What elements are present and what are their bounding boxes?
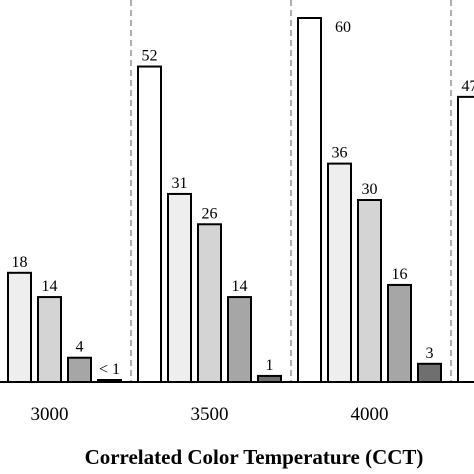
bar-value-label: 30 — [362, 181, 378, 198]
x-tick-label: 4000 — [351, 404, 389, 425]
bar-value-label: 16 — [392, 266, 408, 283]
bars-layer: 18 14 4 < 1 52 31 26 14 1 60 36 30 16 3 47 — [7, 17, 474, 384]
bar-value-label: 60 — [335, 19, 351, 36]
bar-value-label: 47 — [462, 78, 474, 95]
bar-value-label: 36 — [332, 145, 348, 162]
bar — [357, 199, 382, 383]
bar — [227, 296, 252, 384]
x-tick-label: 3000 — [31, 404, 69, 425]
bar — [37, 296, 62, 384]
bar — [167, 192, 192, 383]
bar-value-label: 1 — [266, 357, 274, 374]
bar-value-label: < 1 — [99, 361, 120, 378]
x-tick-labels: 3000 3500 4000 — [31, 404, 389, 425]
bar-value-label: 14 — [42, 278, 58, 295]
bar — [327, 162, 352, 383]
bar-value-label: 3 — [426, 345, 434, 362]
bar — [457, 95, 474, 383]
bar — [137, 65, 162, 384]
group-separators — [130, 0, 452, 382]
bar-value-label: 52 — [142, 48, 158, 65]
x-axis-title: Correlated Color Temperature (CCT) — [85, 445, 424, 469]
bar — [7, 271, 32, 383]
bar-value-label: 4 — [76, 339, 84, 356]
bar — [67, 356, 92, 384]
bar — [197, 223, 222, 383]
bar — [297, 17, 322, 383]
bar-value-label: 18 — [12, 254, 28, 271]
bar — [387, 283, 412, 383]
bar-value-label: 26 — [202, 205, 218, 222]
bar-value-label: 31 — [172, 175, 188, 192]
bar-value-label: 14 — [232, 278, 248, 295]
x-tick-label: 3500 — [191, 404, 229, 425]
bar — [417, 362, 442, 383]
